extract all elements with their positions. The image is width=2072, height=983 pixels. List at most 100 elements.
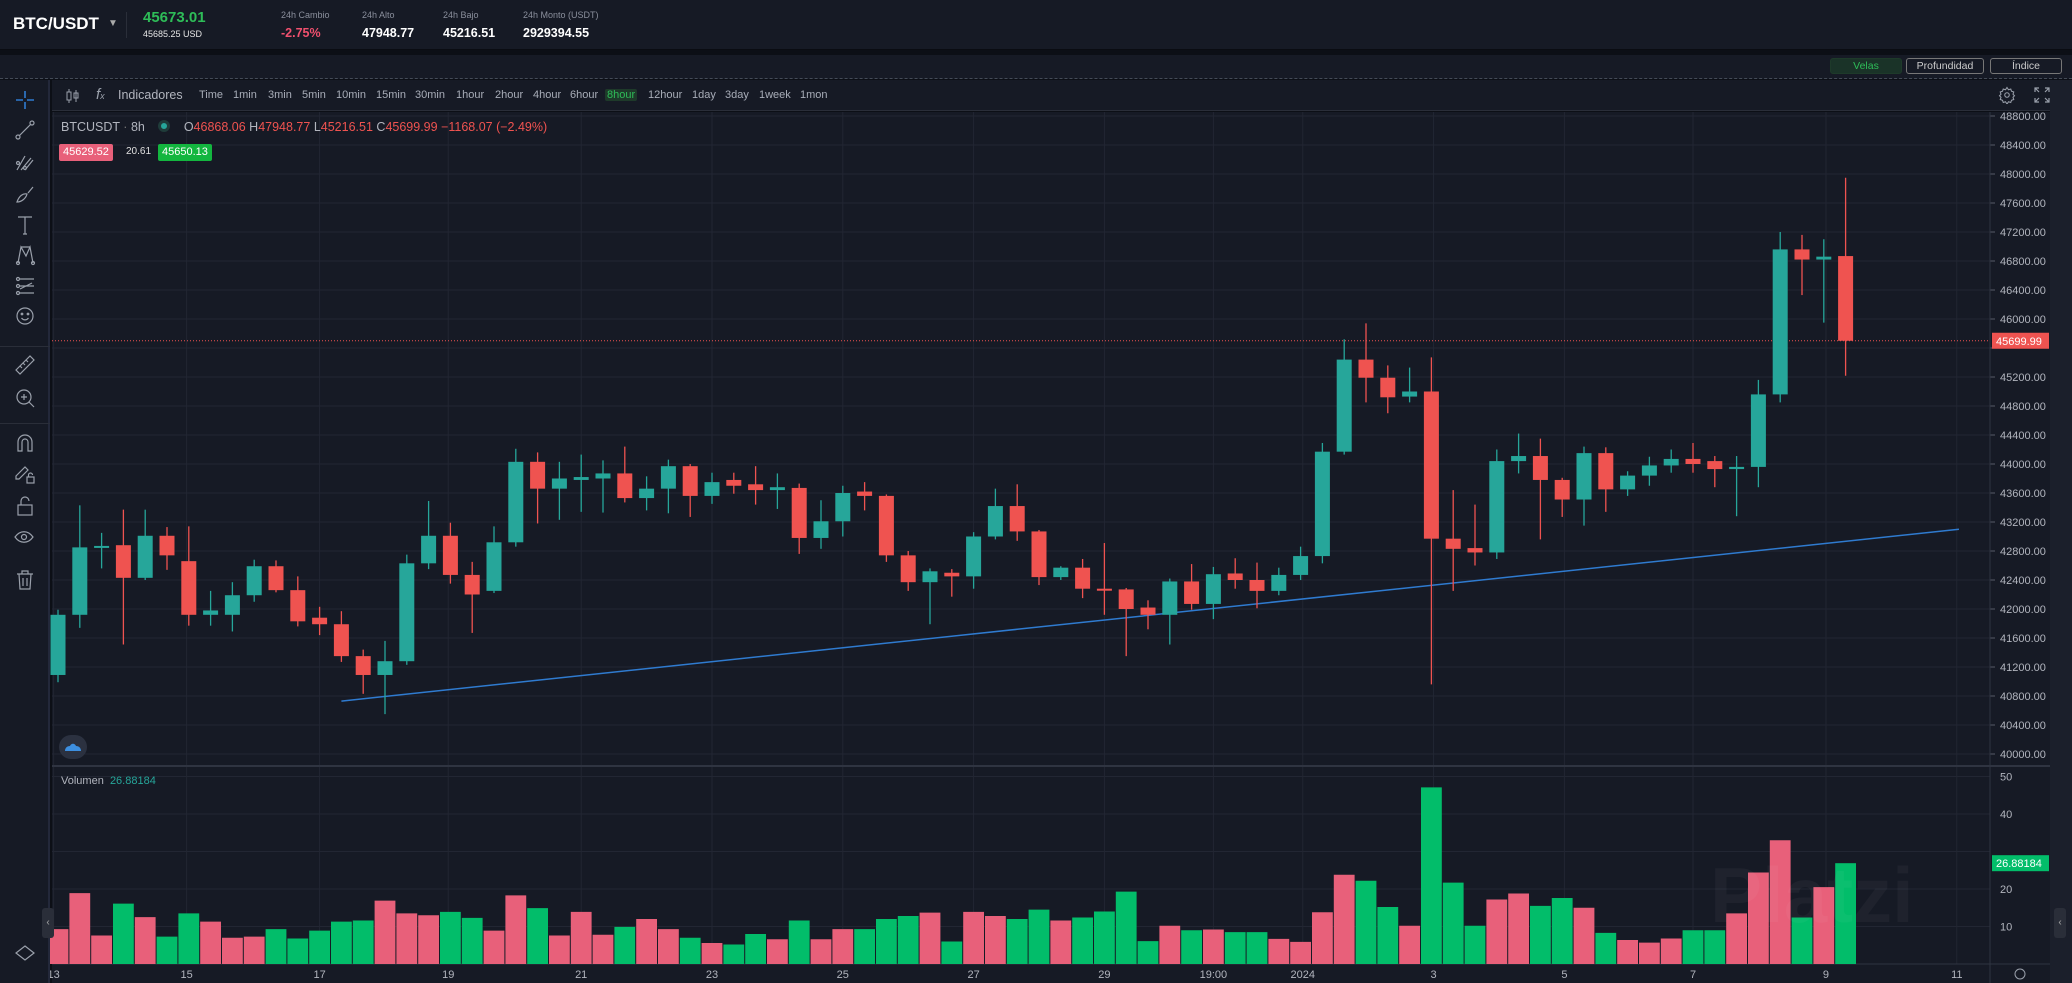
volume-bar	[767, 939, 788, 964]
pair-selector[interactable]: BTC/USDT	[13, 14, 99, 33]
timeframe-2hour[interactable]: 2hour	[495, 89, 524, 101]
candle-body	[203, 610, 219, 615]
volume-bar	[1639, 942, 1660, 964]
timeframe-8hour[interactable]: 8hour	[605, 89, 638, 101]
candle-body	[660, 466, 676, 489]
indicators-icon[interactable]: fx	[96, 86, 105, 103]
price-tick-label: 41600.00	[2000, 633, 2046, 645]
lock-drawings-icon[interactable]	[13, 462, 37, 486]
timeframe-12hour[interactable]: 12hour	[648, 89, 683, 101]
trendline	[341, 528, 1960, 702]
timeframe-30min[interactable]: 30min	[415, 89, 445, 101]
indicators-button[interactable]: Indicadores	[118, 88, 183, 102]
volume-bar	[941, 941, 963, 964]
candle	[1031, 529, 1047, 586]
candle-body	[1031, 531, 1047, 578]
candle-body	[486, 542, 502, 591]
time-tick-label: 27	[967, 969, 979, 981]
candle-body	[1445, 538, 1461, 549]
fullscreen-icon[interactable]	[2033, 86, 2051, 104]
pitchfork-icon[interactable]	[13, 150, 37, 174]
timeframe-1week[interactable]: 1week	[759, 89, 791, 101]
timeframe-3day[interactable]: 3day	[725, 89, 749, 101]
candle	[639, 476, 655, 511]
timeframe-15min[interactable]: 15min	[376, 89, 406, 101]
candle-body	[312, 617, 328, 625]
axis-settings-icon[interactable]	[2014, 968, 2026, 980]
timeframe-1min[interactable]: 1min	[233, 89, 257, 101]
candle	[1467, 504, 1483, 566]
magnet-icon[interactable]	[13, 431, 37, 455]
timeframe-10min[interactable]: 10min	[336, 89, 366, 101]
volume-bar	[527, 908, 548, 964]
candle-body	[1750, 394, 1766, 467]
volume-bar	[1224, 932, 1246, 964]
volume-bar	[156, 936, 178, 964]
mode-velas-button[interactable]: Velas	[1830, 58, 1902, 74]
volume-bar	[1159, 925, 1181, 964]
candle-body	[159, 535, 175, 556]
volume-bar	[461, 917, 483, 964]
volume-bar	[963, 911, 984, 964]
settings-icon[interactable]	[1998, 86, 2016, 105]
pattern-icon[interactable]	[13, 243, 37, 267]
chart-background	[52, 112, 1990, 983]
candle-body	[421, 535, 437, 564]
timeframe-1hour[interactable]: 1hour	[456, 89, 485, 101]
mode-indice-button[interactable]: Índice	[1990, 58, 2062, 74]
volume-bar	[1791, 917, 1813, 964]
text-icon[interactable]	[13, 213, 37, 237]
volume-bar	[1246, 932, 1268, 964]
trend-line-icon[interactable]	[13, 118, 37, 142]
chevron-down-icon[interactable]: ▼	[108, 18, 118, 29]
volume-bar	[483, 930, 505, 964]
timeframe-time[interactable]: Time	[199, 89, 224, 101]
price-tick-label: 47600.00	[2000, 198, 2046, 210]
eye-icon[interactable]	[13, 526, 37, 550]
candle-body	[290, 590, 306, 622]
volume-bar	[745, 934, 766, 964]
candle-body	[1336, 359, 1352, 452]
drawing-toolbar	[0, 80, 50, 983]
candle	[682, 464, 698, 517]
volume-bar	[549, 935, 570, 964]
last-volume-tag	[1992, 855, 2049, 872]
fibonacci-icon[interactable]	[13, 274, 37, 298]
candle-style-icon[interactable]	[64, 87, 82, 105]
volume-bar	[810, 939, 832, 964]
candle-body	[1685, 458, 1701, 464]
volume-bar	[1726, 913, 1747, 964]
timeframe-4hour[interactable]: 4hour	[533, 89, 562, 101]
timeframe-3min[interactable]: 3min	[268, 89, 292, 101]
volume-bar	[658, 929, 679, 964]
time-tick-label: 7	[1690, 969, 1696, 981]
crosshair-icon[interactable]	[13, 88, 37, 112]
collapse-left-button[interactable]: ‹	[42, 908, 54, 938]
mode-profundidad-button[interactable]: Profundidad	[1906, 58, 1984, 74]
candle	[181, 526, 197, 626]
emoji-icon[interactable]	[13, 304, 37, 328]
candle	[1118, 587, 1134, 657]
price-tick-label: 47200.00	[2000, 227, 2046, 239]
layers-icon[interactable]	[13, 942, 37, 966]
lock-icon[interactable]	[13, 494, 37, 518]
collapse-right-button[interactable]: ‹	[2054, 908, 2066, 938]
timeframe-5min[interactable]: 5min	[302, 89, 326, 101]
ruler-icon[interactable]	[13, 353, 37, 377]
brush-icon[interactable]	[13, 182, 37, 206]
chart-logo-icon[interactable]	[59, 735, 87, 759]
timeframe-1day[interactable]: 1day	[692, 89, 716, 101]
zoom-in-icon[interactable]	[13, 386, 37, 410]
status-dot-icon	[158, 120, 171, 132]
legend-symbol: BTCUSDT	[61, 120, 120, 134]
right-scrollbar[interactable]	[2050, 80, 2072, 983]
timeframe-1mon[interactable]: 1mon	[800, 89, 828, 101]
timeframe-6hour[interactable]: 6hour	[570, 89, 599, 101]
stat-low-value: 45216.51	[443, 26, 496, 40]
stat-volume-label: 24h Monto (USDT)	[523, 10, 599, 20]
candle-body	[551, 478, 567, 489]
trash-icon[interactable]	[13, 568, 37, 592]
volume-bar	[1290, 941, 1311, 964]
time-tick-label: 2024	[1291, 969, 1315, 981]
